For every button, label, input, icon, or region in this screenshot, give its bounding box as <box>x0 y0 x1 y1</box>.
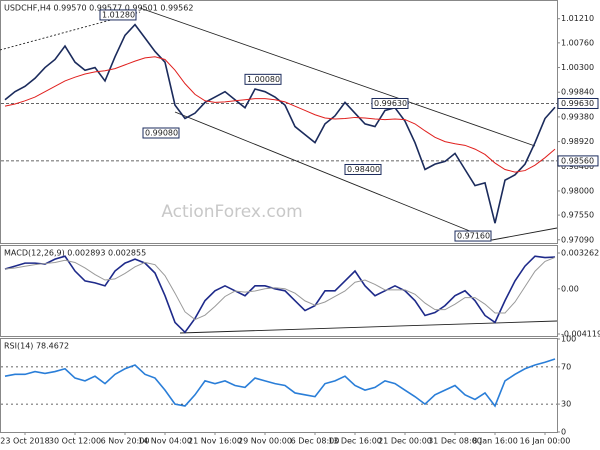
price-panel <box>0 0 558 244</box>
y-tick-label: 0.99840 <box>561 88 594 97</box>
y-tick-label: -0.004119 <box>561 330 600 339</box>
macd-trend <box>179 320 558 334</box>
annotation-label: 1.01280 <box>102 10 135 19</box>
x-tick-label: 29 Nov 00:00 <box>238 437 292 446</box>
level-label: 0.98560 <box>561 156 594 165</box>
panel-title: USDCHF,H4 0.99570 0.99577 0.99501 0.9956… <box>4 4 193 13</box>
series-line <box>4 257 556 321</box>
x-tick-label: 31 Dec 08:00 <box>428 437 482 446</box>
x-tick-label: 21 Dec 00:00 <box>378 437 432 446</box>
x-tick-label: 21 Nov 16:00 <box>188 437 242 446</box>
support-line <box>491 227 558 241</box>
annotation-label: 0.99630 <box>374 99 407 108</box>
series-line <box>4 358 556 408</box>
panel-title: RSI(14) 78.4672 <box>4 342 69 351</box>
y-tick-label: 0.003262 <box>561 249 599 258</box>
y-tick-label: 0.00 <box>561 284 579 293</box>
annotation-box <box>454 230 492 242</box>
level-box <box>557 97 599 109</box>
annotation-box <box>99 9 137 21</box>
y-tick-label: 1.01210 <box>561 14 594 23</box>
x-tick-label: 6 Nov 20:00 <box>101 437 150 446</box>
y-tick-label: 0.97550 <box>561 211 594 220</box>
watermark: ActionForex.com <box>161 202 302 222</box>
panel-title: MACD(12,26,9) 0.002893 0.002855 <box>4 249 146 258</box>
channel-upper <box>139 7 536 147</box>
series-line <box>4 255 556 334</box>
y-tick-label: 1.00760 <box>561 38 594 47</box>
annotation-box <box>371 97 409 109</box>
annotation-label: 0.97160 <box>457 232 490 241</box>
y-tick-label: 0.98920 <box>561 137 594 146</box>
level-label: 0.99630 <box>561 99 594 108</box>
x-tick-label: 16 Jan 00:00 <box>520 437 571 446</box>
y-tick-label: 0.98000 <box>561 186 594 195</box>
y-tick-label: 0.99380 <box>561 112 594 121</box>
series-line <box>4 56 556 173</box>
annotation-label: 0.98400 <box>347 165 380 174</box>
y-tick-label: 1.00300 <box>561 63 594 72</box>
rsi-panel <box>0 338 558 433</box>
x-tick-label: 6 Dec 08:00 <box>291 437 340 446</box>
y-tick-label: 100 <box>561 335 576 344</box>
x-tick-label: 30 Oct 12:00 <box>49 437 101 446</box>
y-tick-label: 30 <box>561 400 571 409</box>
x-tick-label: 23 Oct 2018 <box>0 437 49 446</box>
x-tick-label: 13 Dec 16:00 <box>328 437 382 446</box>
macd-panel <box>0 245 558 337</box>
annotation-box <box>244 73 282 85</box>
y-tick-label: 0.97090 <box>561 235 594 244</box>
y-tick-label: 0 <box>561 428 566 437</box>
level-box <box>557 155 599 167</box>
annotation-box <box>344 163 382 175</box>
y-tick-label: 70 <box>561 362 571 371</box>
annotation-label: 0.99080 <box>145 129 178 138</box>
channel-lower <box>174 111 493 241</box>
annotation-box <box>142 127 180 139</box>
x-tick-label: 8 Jan 16:00 <box>472 437 518 446</box>
x-tick-label: 14 Nov 04:00 <box>138 437 192 446</box>
annotation-label: 1.00080 <box>247 75 280 84</box>
